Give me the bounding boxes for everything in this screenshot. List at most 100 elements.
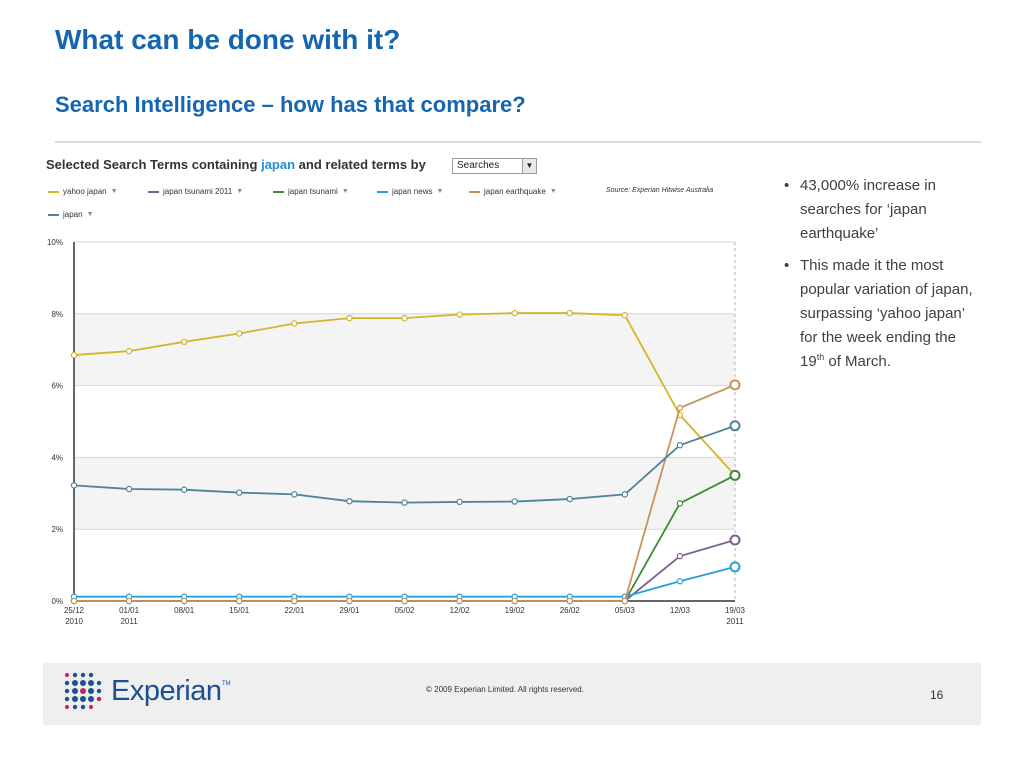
- dropdown-icon[interactable]: ▼: [110, 188, 118, 195]
- x-tick-label: 15/01: [229, 606, 250, 615]
- chart-band: [74, 313, 735, 386]
- data-point: [511, 498, 518, 505]
- legend-swatch: [148, 190, 159, 193]
- legend-item-japan[interactable]: japan ▼: [48, 210, 94, 219]
- x-tick-label: 08/01: [174, 606, 195, 615]
- legend-item-japan-earthquake[interactable]: japan earthquake ▼: [469, 187, 557, 196]
- legend-label: japan: [63, 210, 83, 219]
- data-point: [70, 597, 78, 605]
- x-tick-label: 12/02: [450, 606, 471, 615]
- data-point: [236, 489, 243, 496]
- data-point: [566, 309, 573, 317]
- chart-header-prefix: Selected Search Terms containing: [46, 157, 258, 172]
- data-point: [125, 597, 133, 605]
- chart-header: Selected Search Terms containing japan a…: [46, 157, 426, 172]
- line-chart: 0% 2% 4% 6% 8% 10% 25/12 2010 01/01 2011 08/01 15/0…: [47, 238, 746, 626]
- metric-select[interactable]: Searches ▼: [452, 158, 537, 174]
- legend-swatch: [377, 190, 388, 193]
- legend-swatch: [48, 213, 59, 216]
- copyright: © 2009 Experian Limited. All rights rese…: [426, 685, 584, 694]
- data-point: [729, 379, 741, 391]
- x-tick-label: 05/02: [394, 606, 415, 615]
- data-point: [401, 597, 408, 605]
- x-tick-label: 19/03: [725, 606, 746, 615]
- y-tick-label: 10%: [47, 238, 63, 247]
- data-point: [729, 420, 741, 432]
- data-point: [70, 351, 78, 359]
- data-point: [70, 482, 78, 489]
- bullet-list: • 43,000% increase in searches for ‘japan…: [782, 174, 982, 382]
- data-point: [346, 497, 353, 505]
- legend-item-yahoo-japan[interactable]: yahoo japan ▼: [48, 187, 118, 196]
- bullet-dot: •: [784, 177, 790, 194]
- y-tick-label: 2%: [51, 525, 63, 534]
- legend-label: japan tsunami: [288, 187, 338, 196]
- data-point: [291, 320, 298, 327]
- bullet-superscript: th: [816, 352, 825, 362]
- data-point: [676, 552, 684, 560]
- series-line: [74, 539, 736, 602]
- legend-label: japan earthquake: [484, 187, 546, 196]
- y-tick-label: 4%: [51, 453, 63, 462]
- data-point: [621, 597, 629, 605]
- data-point: [125, 485, 133, 493]
- y-tick-label: 8%: [51, 310, 63, 319]
- data-point: [566, 597, 573, 605]
- data-point: [676, 578, 684, 585]
- bullet-text: 43,000% increase in searches for ‘japan …: [800, 177, 936, 242]
- data-point: [456, 498, 463, 506]
- legend-swatch: [48, 190, 59, 193]
- bullet-item: • This made it the most popular variation…: [782, 254, 982, 374]
- chart-band: [74, 457, 735, 530]
- x-tick-label: 19/02: [505, 606, 526, 615]
- slide-title: What can be done with it?: [55, 24, 401, 55]
- data-point: [291, 597, 298, 605]
- dropdown-icon[interactable]: ▼: [341, 188, 349, 195]
- legend-label: japan tsunami 2011: [163, 187, 233, 196]
- legend-label: japan news: [392, 187, 433, 196]
- dropdown-icon[interactable]: ▼: [436, 188, 444, 195]
- slide-subtitle: Search Intelligence – how has that compa…: [55, 92, 526, 117]
- legend-label: yahoo japan: [63, 187, 107, 196]
- x-tick-label: 26/02: [560, 606, 581, 615]
- chart-header-suffix: and related terms by: [298, 157, 426, 172]
- data-point: [729, 469, 741, 481]
- bullet-item: • 43,000% increase in searches for ‘japan…: [782, 174, 982, 246]
- data-point: [346, 597, 353, 605]
- x-tick-label: 2011: [120, 617, 138, 626]
- legend-item-japan-tsunami-2011[interactable]: japan tsunami 2011 ▼: [148, 187, 243, 196]
- x-tick-label: 25/12: [64, 606, 85, 615]
- data-point: [729, 561, 741, 573]
- legend-swatch: [469, 190, 480, 193]
- data-point: [180, 486, 188, 493]
- chart-header-keyword: japan: [261, 157, 296, 172]
- chevron-down-icon[interactable]: ▼: [522, 159, 536, 173]
- y-tick-label: 6%: [51, 382, 63, 391]
- x-tick-label: 05/03: [615, 606, 636, 615]
- x-tick-label: 29/01: [339, 606, 360, 615]
- data-point: [236, 330, 243, 337]
- x-tick-label: 22/01: [284, 606, 305, 615]
- dropdown-icon[interactable]: ▼: [549, 188, 557, 195]
- x-tick-label: 01/01: [119, 606, 140, 615]
- dropdown-icon[interactable]: ▼: [86, 211, 94, 218]
- legend-item-japan-tsunami[interactable]: japan tsunami ▼: [273, 187, 349, 196]
- legend-item-japan-news[interactable]: japan news ▼: [377, 187, 443, 196]
- chart-source: Source: Experian Hitwise Australia: [606, 187, 714, 194]
- data-point: [729, 534, 741, 546]
- data-point: [511, 597, 518, 605]
- page-number: 16: [930, 688, 944, 702]
- footer: Experian TM © 2009 Experian Limited. All…: [43, 663, 981, 725]
- data-point: [236, 597, 243, 605]
- x-tick-label: 2011: [726, 617, 744, 626]
- legend-swatch: [273, 190, 284, 193]
- data-point: [676, 500, 684, 507]
- data-point: [180, 597, 188, 605]
- dropdown-icon[interactable]: ▼: [236, 188, 244, 195]
- data-point: [125, 347, 133, 355]
- title-divider: [55, 141, 981, 143]
- data-point: [456, 597, 463, 605]
- data-point: [676, 441, 684, 449]
- data-point: [511, 309, 518, 317]
- trademark-mark: TM: [222, 681, 231, 687]
